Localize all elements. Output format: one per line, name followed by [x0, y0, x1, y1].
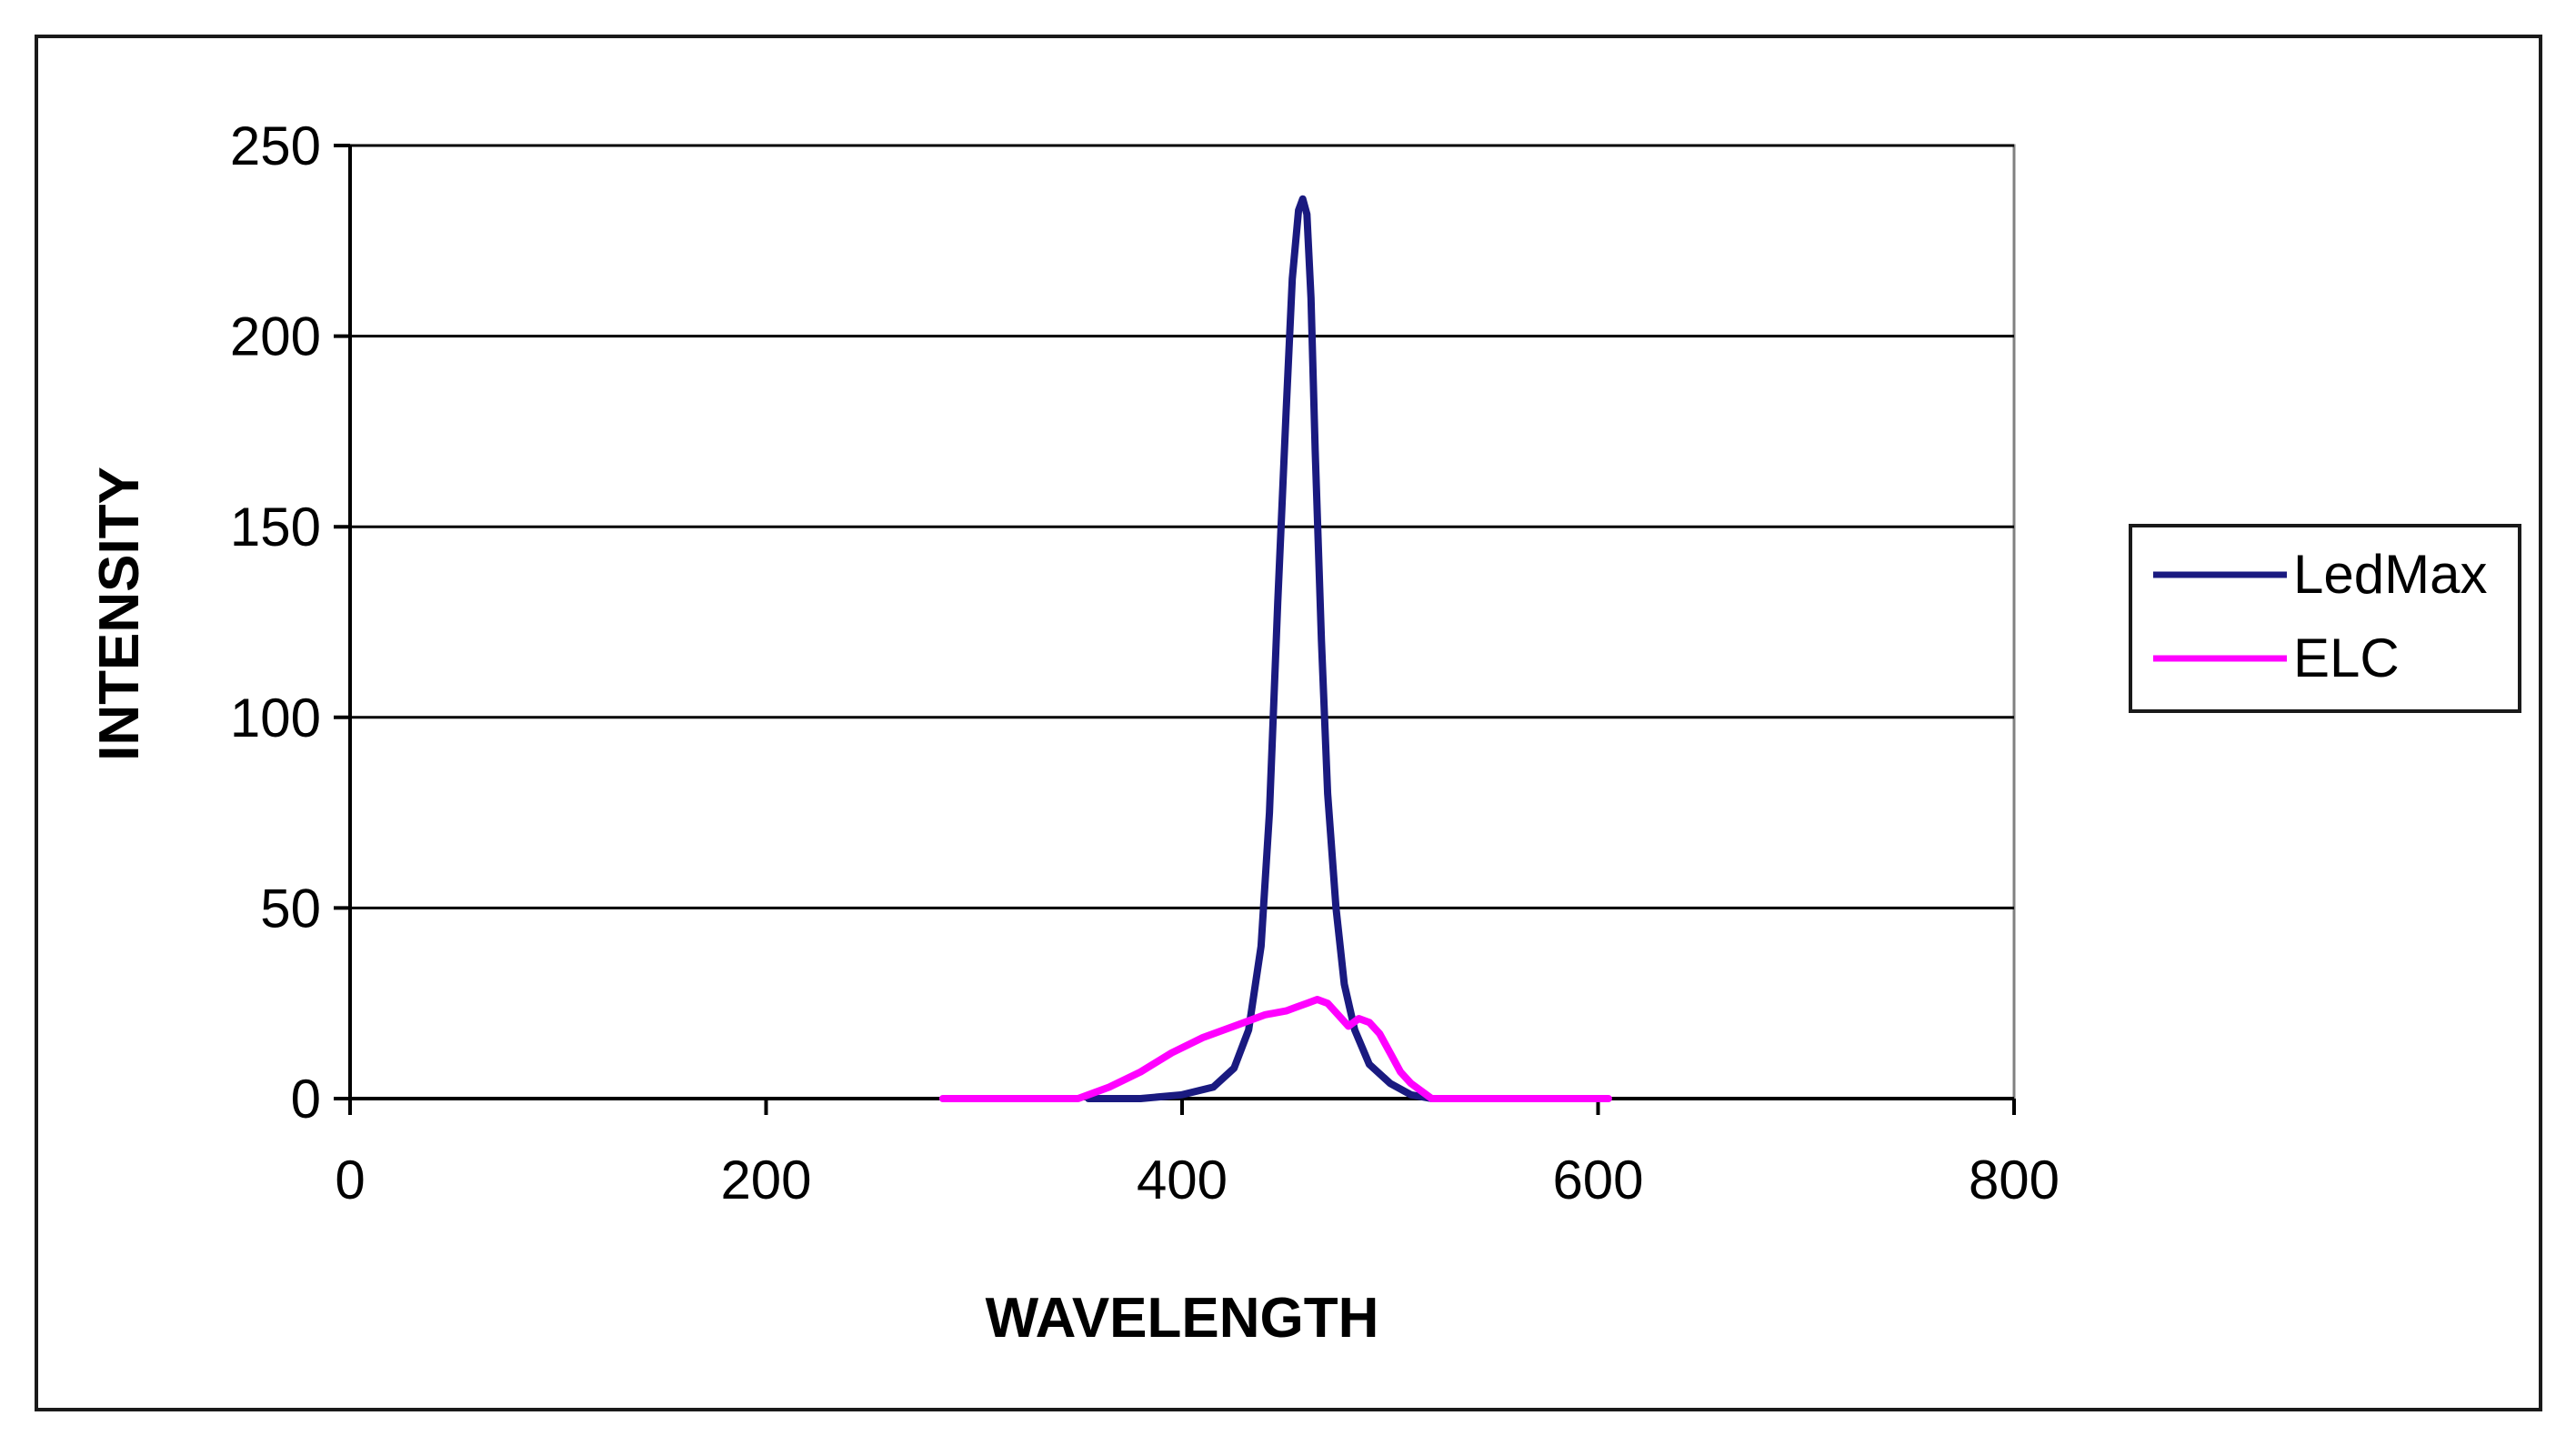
y-tick-label-50: 50	[260, 878, 321, 939]
legend-label-elc: ELC	[2293, 628, 2400, 688]
series-lines	[938, 195, 1612, 1102]
legend-box	[2129, 524, 2521, 713]
plot-area-border	[348, 144, 2016, 1100]
x-tick-label-200: 200	[720, 1150, 811, 1210]
x-tick-label-600: 600	[1552, 1150, 1643, 1210]
x-tick-label-0: 0	[335, 1150, 365, 1210]
legend-label-ledmax: LedMax	[2293, 544, 2487, 605]
y-tick-label-0: 0	[291, 1069, 321, 1130]
y-tick-label-250: 250	[230, 115, 321, 176]
axes	[334, 144, 2016, 1115]
plot-area	[348, 144, 2016, 1100]
y-tick-label-150: 150	[230, 497, 321, 557]
legend: LedMax ELC	[2129, 524, 2521, 713]
y-axis-title: INTENSITY	[88, 467, 151, 761]
x-tick-label-800: 800	[1969, 1150, 2060, 1210]
gridlines	[350, 144, 2014, 909]
x-axis-title: WAVELENGTH	[986, 1287, 1379, 1350]
x-tick-label-400: 400	[1137, 1150, 1228, 1210]
y-tick-label-100: 100	[230, 688, 321, 748]
series-line-elc	[938, 996, 1612, 1102]
y-tick-label-200: 200	[230, 306, 321, 367]
series-line-ledmax	[1085, 195, 1436, 1102]
tick-labels: 0 50 100 150 200 250 0 200 400 600 800	[230, 115, 2060, 1210]
